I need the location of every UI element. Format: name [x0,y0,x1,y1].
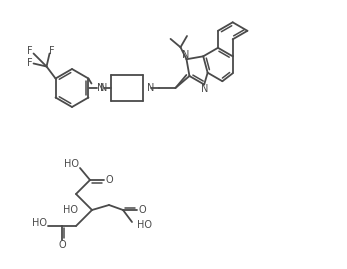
Text: N: N [182,50,189,60]
Text: N: N [147,83,155,93]
Text: N: N [202,83,209,94]
Text: HO: HO [65,159,79,169]
Text: O: O [138,205,146,215]
Text: HO: HO [63,205,78,215]
Text: F: F [27,58,32,69]
Text: F: F [27,45,32,55]
Text: HO: HO [33,218,48,228]
Text: F: F [49,45,54,55]
Text: O: O [105,175,113,185]
Text: HO: HO [137,220,152,230]
Text: O: O [58,240,66,250]
Text: N: N [97,83,104,93]
Text: N: N [100,83,108,93]
